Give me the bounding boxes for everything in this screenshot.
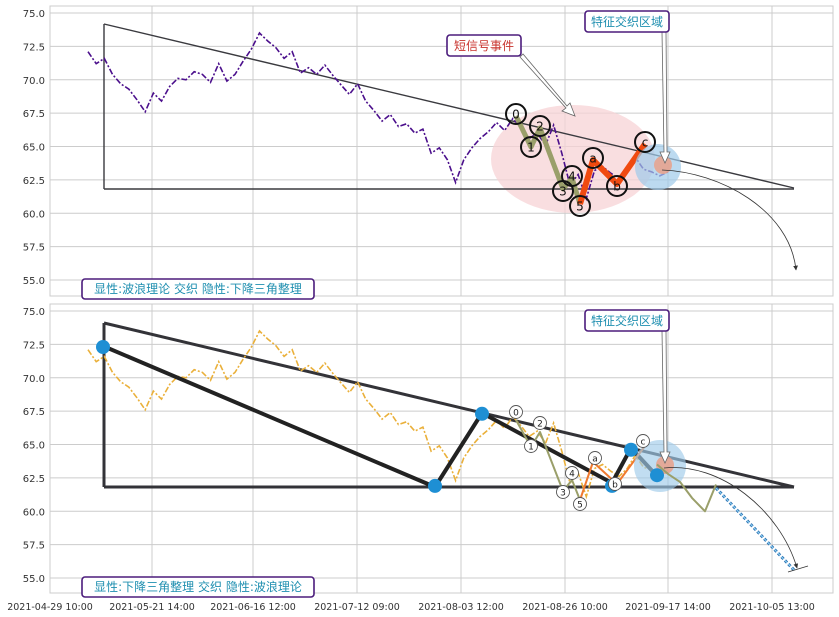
top-forecast-arrow [661,169,798,271]
bottom-wave-marker [565,466,579,480]
top-y-tick-label: 67.5 [23,109,45,120]
triangle-pivot-node [428,478,442,493]
bottom-wave-labels: 0 1 2 34 5 a b c [509,405,650,511]
bottom-y-tick-label: 75.0 [23,307,45,318]
bottom-y-tick-label: 55.0 [23,574,45,585]
top-wave-label: 1 [527,141,535,155]
triangle-pivot-node [475,406,489,421]
bottom-zone-label-text: 特征交织区域 [591,313,663,328]
top-wave-marker [582,147,604,169]
top-wave-label: a [589,152,596,166]
top-wave-marker [520,136,542,158]
bottom-wave-marker [524,439,538,453]
top-y-tick-label: 57.5 [23,243,45,254]
bottom-y-tick-label: 62.5 [23,474,45,485]
top-y-ticks: 75.0 72.5 70.0 67.5 65.0 62.5 60.0 57.5 55.0 [23,9,45,287]
event-label-text: 短信号事件 [454,39,514,53]
top-wave-marker [505,103,527,125]
bottom-y-tick-label: 65.0 [23,441,45,452]
top-wave-labels: 0 12 34 5 a b c [505,103,656,217]
top-wave-label: b [613,180,621,194]
top-wave-red [577,142,648,205]
x-ticks: 2021-04-29 10:00 2021-05-21 14:00 2021-06-… [7,602,815,613]
top-panel [49,5,834,297]
bottom-wave-label: 3 [560,488,566,498]
top-wave-marker [561,165,583,187]
top-wave-label: 5 [576,200,584,214]
top-zone-callout-arrow [659,31,671,164]
bottom-wave-label: 0 [513,408,519,418]
top-grid [49,6,833,296]
top-wave-marker [606,175,628,197]
bottom-wave-marker [588,451,602,465]
top-footer-label: 显性:波浪理论 交织 隐性:下降三角整理 [81,278,315,300]
top-y-tick-label: 62.5 [23,176,45,187]
bottom-y-tick-label: 70.0 [23,374,45,385]
bottom-forecast-arrow [663,467,799,569]
top-y-tick-label: 70.0 [23,76,45,87]
bottom-wave-marker [556,485,570,499]
top-y-tick-label: 75.0 [23,9,45,20]
bottom-wave-marker [533,416,547,430]
bottom-y-tick-label: 57.5 [23,541,45,552]
event-callout-arrow [519,53,576,117]
triangle-pivot-node [650,468,664,483]
x-tick-label: 2021-10-05 13:00 [729,602,815,613]
bottom-wave-marker [509,405,523,419]
bottom-wave-label: a [592,454,598,464]
top-wave-label: 2 [536,120,544,134]
bottom-wave-label: 4 [569,469,575,479]
x-tick-label: 2021-07-12 09:00 [314,602,400,613]
top-wave-label: 3 [559,185,567,199]
bottom-y-tick-label: 60.0 [23,507,45,518]
bottom-y-ticks: 75.0 72.5 70.0 67.5 65.0 62.5 60.0 57.5 55.0 [23,307,45,585]
top-y-tick-label: 72.5 [23,42,45,53]
x-tick-label: 2021-08-26 10:00 [522,602,608,613]
top-wave-label: c [642,136,649,150]
top-y-tick-label: 60.0 [23,209,45,220]
bottom-wave-marker [636,434,650,448]
bottom-y-tick-label: 67.5 [23,407,45,418]
bottom-panel [49,303,834,594]
bottom-projection-line [656,463,717,513]
event-label: 短信号事件 [446,34,522,57]
x-tick-label: 2021-05-21 14:00 [109,602,195,613]
top-wave-marker [529,115,551,137]
top-y-tick-label: 55.0 [23,276,45,287]
bottom-wave-label: b [612,480,618,490]
bottom-footer-label: 显性:下降三角整理 交织 隐性:波浪理论 [81,576,315,598]
bottom-wave-red [579,445,646,501]
top-wave-marker [634,131,656,153]
top-footer-label-text: 显性:波浪理论 交织 隐性:下降三角整理 [94,281,302,296]
top-wave-olive [513,114,583,205]
top-feature-zone-core [654,156,672,174]
bottom-wave-marker [608,477,622,491]
top-zone-label: 特征交织区域 [584,10,670,33]
bottom-wave-label: 1 [528,442,534,452]
bottom-projection-tail-core [715,487,796,572]
bottom-wave-marker [573,497,587,511]
bottom-y-tick-label: 72.5 [23,340,45,351]
triangle-pivot-node [96,340,110,354]
x-tick-label: 2021-08-03 12:00 [418,602,504,613]
bottom-zone-callout-arrow [659,330,671,464]
top-wave-marker [569,195,591,217]
triangle-pivot-node [624,442,638,457]
top-y-tick-label: 65.0 [23,143,45,154]
bottom-wave-label: 5 [577,500,583,510]
bottom-footer-label-text: 显性:下降三角整理 交织 隐性:波浪理论 [94,579,302,594]
top-zone-label-text: 特征交织区域 [591,14,663,29]
bottom-wave-label: c [641,437,646,447]
bottom-end-tick [787,565,809,573]
x-tick-label: 2021-06-16 12:00 [210,602,296,613]
top-wave-label: 4 [568,170,576,184]
x-tick-label: 2021-04-29 10:00 [7,602,93,613]
top-wave-label: 0 [512,108,520,122]
bottom-wave-label: 2 [537,419,543,429]
x-tick-label: 2021-09-17 14:00 [625,602,711,613]
bottom-zone-label: 特征交织区域 [584,309,670,332]
